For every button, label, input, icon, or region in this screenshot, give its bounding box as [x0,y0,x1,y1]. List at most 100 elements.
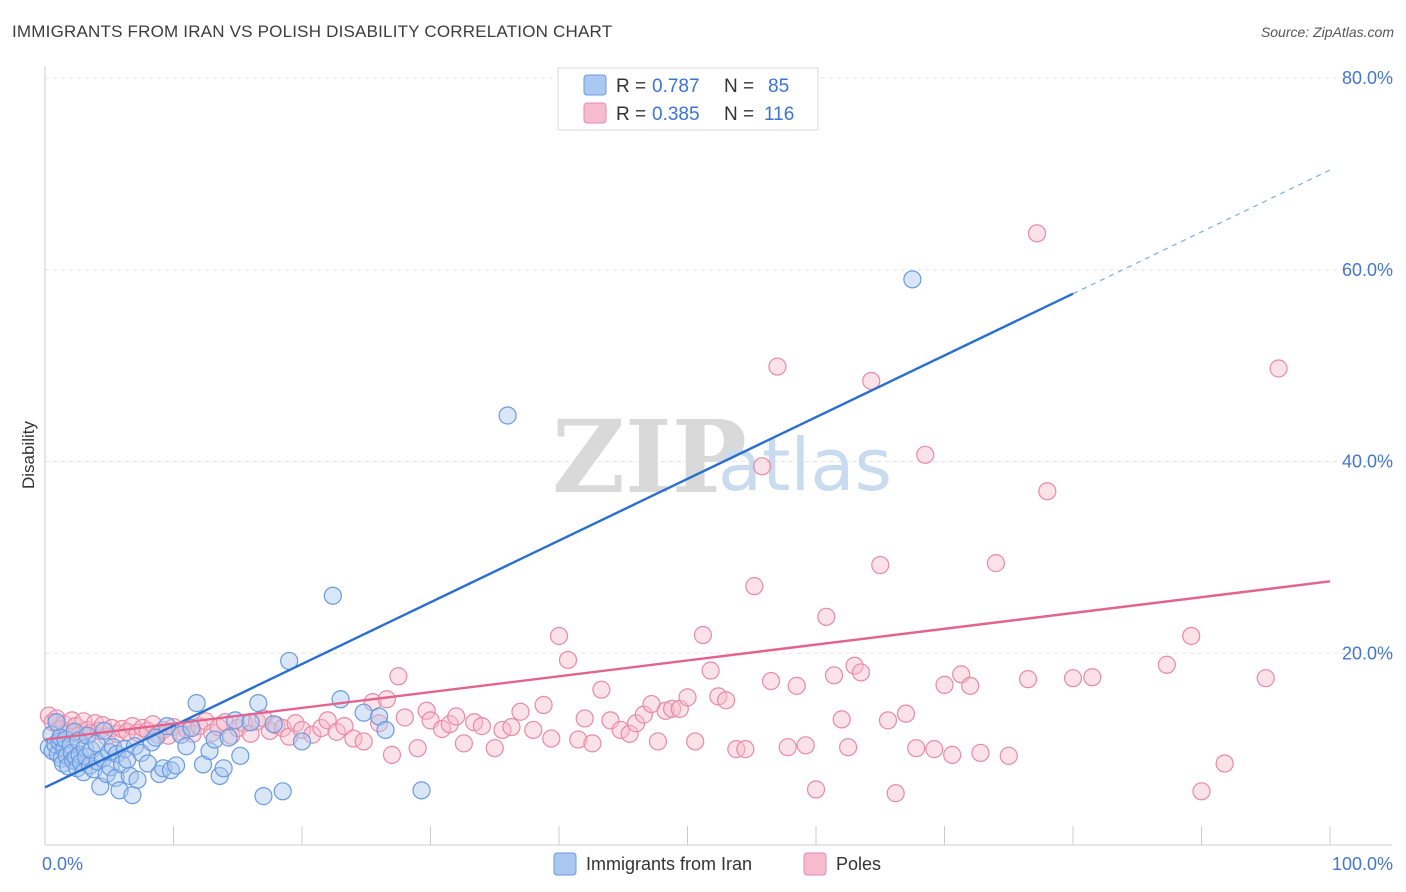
legend-n-iran: 85 [768,76,789,97]
poles-point-76 [534,695,553,715]
poles-point-121 [907,739,926,758]
iran-point-81 [412,781,431,800]
poles-point-91 [656,701,675,720]
poles-point-123 [925,740,944,759]
poles-point-97 [701,661,720,680]
poles-point-141 [1269,359,1288,378]
poles-point-107 [787,676,806,695]
legend-n-label-iran: N = [724,76,754,97]
iran-point-64 [205,730,224,749]
poles-point-67 [447,707,466,726]
iran-point-58 [172,725,191,744]
legend-r-iran: 0.787 [652,76,700,97]
iran-trend-line [44,292,1074,789]
poles-point-119 [886,784,905,803]
iran-point-77 [323,586,342,605]
poles-point-132 [1027,224,1047,243]
poles-point-68 [454,734,474,753]
poles-point-83 [592,680,611,699]
iran-point-76 [292,732,312,751]
y-tick-labels: 20.0% 40.0% 60.0% 80.0% [1342,68,1393,663]
iran-point-78 [331,690,350,709]
poles-point-114 [845,656,864,675]
iran-point-48 [128,770,147,789]
iran-point-60 [182,718,201,738]
poles-point-57 [370,714,389,733]
poles-point-104 [761,671,781,691]
watermark-atlas: atlas [718,423,892,507]
poles-point-96 [693,625,713,645]
chart-source: Source: ZipAtlas.com [1260,24,1394,40]
iran-point-66 [214,759,233,778]
series-legend: Immigrants from Iran Poles [553,852,881,876]
poles-point-59 [382,745,402,764]
iran-point-59 [177,737,196,756]
iran-point-73 [264,715,283,734]
poles-point-61 [395,708,414,727]
iran-point-61 [187,694,206,713]
poles-point-137 [1182,626,1201,646]
bottom-swatch-poles [803,852,827,876]
poles-point-131 [1018,670,1038,689]
y-tick-label-60: 60.0% [1342,260,1393,280]
iran-point-57 [166,756,186,775]
y-axis-label: Disability [19,420,38,489]
poles-point-112 [832,710,851,729]
bottom-legend-poles: Poles [836,854,881,874]
poles-point-106 [778,738,797,757]
poles-point-49 [303,725,322,744]
iran-point-82 [376,720,395,740]
y-tick-label-40: 40.0% [1342,452,1393,472]
y-tick-label-20: 20.0% [1342,643,1393,663]
poles-point-110 [817,607,836,626]
poles-trend-line [44,580,1331,741]
poles-point-125 [943,745,962,764]
poles-point-117 [871,555,890,575]
poles-point-79 [558,650,578,670]
poles-point-122 [916,445,935,464]
poles-point-109 [806,780,826,799]
chart-title: IMMIGRANTS FROM IRAN VS POLISH DISABILIT… [12,22,613,41]
iran-point-46 [123,786,142,805]
poles-point-124 [935,675,954,694]
poles-point-118 [878,711,898,730]
correlation-legend: R = 0.787 N = 85 R = 0.385 N = 116 [557,67,819,131]
legend-n-poles: 116 [764,104,794,125]
poles-point-102 [745,577,764,596]
iran-point-4 [47,713,66,732]
axes [44,66,1392,846]
poles-point-134 [1063,669,1083,688]
iran-point-67 [219,728,238,747]
poles-point-80 [569,730,588,749]
x-tick-label-min: 0.0% [42,854,83,874]
poles-point-71 [485,739,504,758]
trend-lines [44,169,1331,789]
poles-point-99 [716,691,736,710]
poles-point-133 [1038,482,1057,501]
iran-trend-extension [1072,169,1331,295]
poles-point-138 [1192,782,1211,801]
poles-point-86 [620,724,639,743]
iran-point-79 [354,703,373,722]
grid-lines [45,77,1392,654]
poles-point-90 [648,732,668,751]
watermark: ZIP atlas [552,398,892,516]
bottom-swatch-iran [553,852,577,876]
poles-point-140 [1256,669,1275,688]
poles-point-129 [986,554,1006,573]
legend-r-label-poles: R = [616,104,646,125]
poles-point-101 [736,740,755,759]
poles-point-62 [408,739,427,758]
poles-point-85 [611,720,630,740]
poles-point-115 [851,663,871,682]
poles-point-128 [971,743,990,763]
bottom-legend-iran: Immigrants from Iran [586,854,752,874]
poles-point-82 [583,734,602,753]
poles-point-136 [1157,655,1176,674]
iran-point-83 [498,406,517,425]
iran-point-69 [231,746,250,765]
poles-point-78 [549,626,569,646]
poles-point-94 [678,688,697,707]
poles-point-47 [286,714,305,733]
